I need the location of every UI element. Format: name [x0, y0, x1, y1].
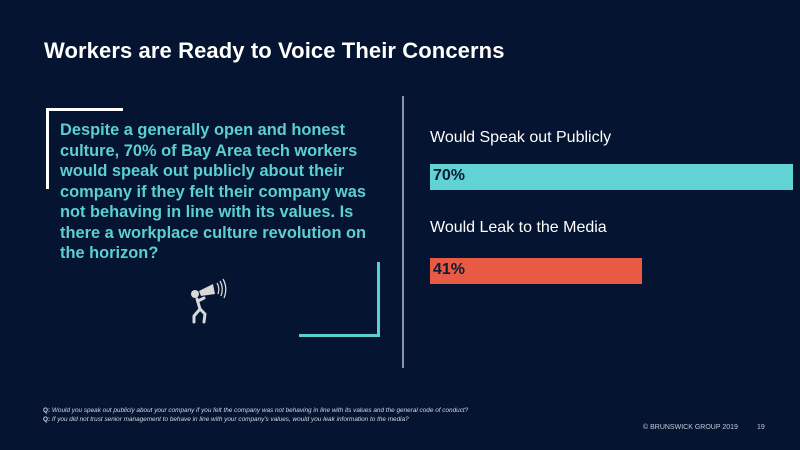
quote-bracket-bottom-right [299, 262, 380, 337]
page-number: 19 [757, 424, 765, 431]
bar-value-speak-out: 70% [433, 167, 465, 185]
bar-value-text: 41% [433, 261, 466, 278]
footnote-2: Q: If you did not trust senior managemen… [43, 416, 468, 425]
column-divider [402, 96, 404, 368]
slide-title: Workers are Ready to Voice Their Concern… [44, 38, 505, 63]
bar-leak-media: 41% [430, 258, 642, 284]
footnote-prefix: Q: [43, 415, 51, 423]
bar-value-text: 70% [433, 167, 466, 184]
key-finding-quote: Despite a generally open and honest cult… [60, 121, 367, 262]
bar-value-leak-media: 41% [433, 261, 465, 279]
bar-label-speak-out: Would Speak out Publicly [430, 129, 612, 146]
bar-label-leak-media: Would Leak to the Media [430, 219, 607, 236]
footnote-text: If you did not trust senior management t… [50, 415, 409, 423]
footnote-text: Would you speak out publicly about your … [50, 407, 469, 414]
footnote-1: Q: Would you speak out publicly about yo… [43, 407, 468, 416]
bar-speak-out: 70% [430, 164, 793, 190]
person-megaphone-icon [186, 278, 230, 326]
footnote-prefix: Q: [43, 407, 51, 414]
copyright: © BRUNSWICK GROUP 2019 [643, 424, 738, 431]
quote-bracket-top-left [46, 108, 123, 189]
survey-footnotes: Q: Would you speak out publicly about yo… [43, 407, 468, 424]
